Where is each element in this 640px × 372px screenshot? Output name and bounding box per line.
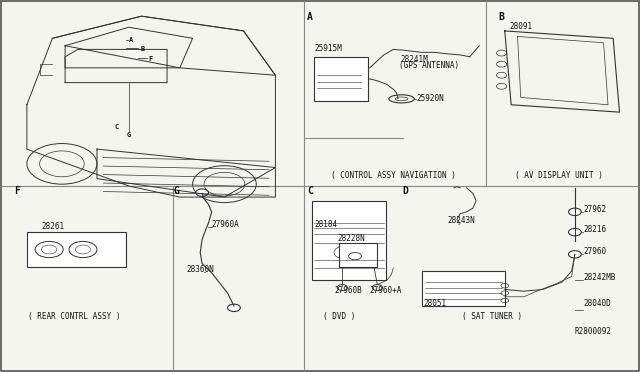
FancyBboxPatch shape: [27, 232, 125, 267]
Text: 28241M: 28241M: [400, 55, 428, 64]
Text: B: B: [140, 46, 145, 52]
Text: ( AV DISPLAY UNIT ): ( AV DISPLAY UNIT ): [515, 171, 603, 180]
FancyBboxPatch shape: [314, 57, 368, 101]
Circle shape: [568, 251, 581, 258]
Text: 27960: 27960: [583, 247, 606, 256]
Text: C: C: [115, 124, 119, 130]
Text: 27962: 27962: [583, 205, 606, 214]
Text: B: B: [499, 13, 504, 22]
Text: 28242MB: 28242MB: [583, 273, 616, 282]
Text: (GPS ANTENNA): (GPS ANTENNA): [399, 61, 459, 70]
Text: 28091: 28091: [510, 22, 533, 32]
Circle shape: [568, 208, 581, 215]
Text: 28243N: 28243N: [447, 216, 475, 225]
Text: 28040D: 28040D: [583, 299, 611, 308]
Circle shape: [196, 189, 209, 196]
Text: ( SAT TUNER ): ( SAT TUNER ): [462, 312, 522, 321]
Text: 27960B: 27960B: [335, 286, 362, 295]
Text: F: F: [14, 186, 20, 196]
Text: G: G: [126, 132, 131, 138]
Text: 25915M: 25915M: [315, 44, 342, 53]
Text: 27960A: 27960A: [212, 219, 239, 229]
Text: ( DVD ): ( DVD ): [323, 312, 355, 321]
Text: 28228N: 28228N: [338, 234, 365, 243]
Text: 28184: 28184: [315, 219, 338, 229]
Text: C: C: [307, 186, 313, 196]
Text: G: G: [173, 186, 179, 196]
Circle shape: [228, 304, 241, 311]
Text: A: A: [307, 13, 313, 22]
Circle shape: [568, 228, 581, 236]
Text: D: D: [403, 186, 409, 196]
Text: ( REAR CONTRL ASSY ): ( REAR CONTRL ASSY ): [28, 312, 121, 321]
Text: 27960+A: 27960+A: [369, 286, 401, 295]
FancyBboxPatch shape: [339, 243, 378, 267]
FancyBboxPatch shape: [312, 201, 386, 280]
Text: A: A: [129, 37, 133, 43]
Text: ( CONTROL ASSY NAVIGATION ): ( CONTROL ASSY NAVIGATION ): [331, 171, 456, 180]
Text: 28051: 28051: [424, 299, 447, 308]
Text: 28261: 28261: [42, 222, 65, 231]
Text: F: F: [148, 56, 152, 62]
Text: 28360N: 28360N: [186, 264, 214, 274]
Text: 25920N: 25920N: [417, 94, 445, 103]
Text: 28216: 28216: [583, 225, 606, 234]
FancyBboxPatch shape: [422, 271, 505, 306]
Circle shape: [337, 285, 348, 291]
Text: R2800092: R2800092: [575, 327, 612, 336]
